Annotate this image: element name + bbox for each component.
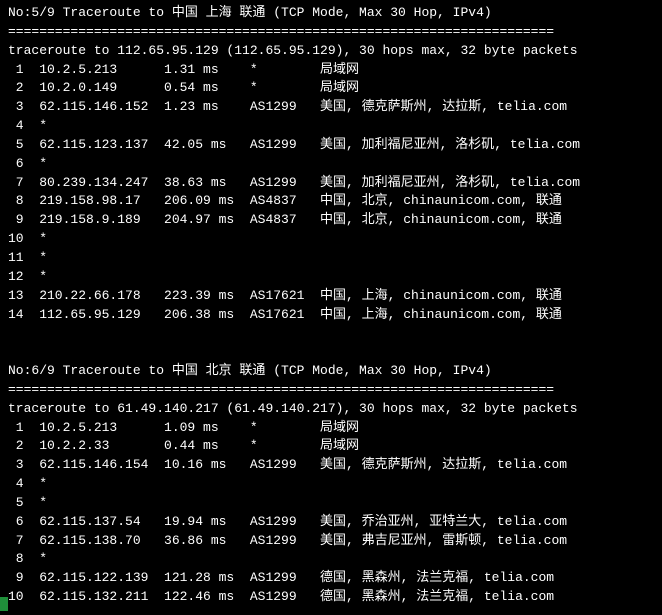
terminal-line: 12 * bbox=[8, 268, 654, 287]
terminal-line: 1 10.2.5.213 1.09 ms * 局域网 bbox=[8, 419, 654, 438]
terminal-cursor bbox=[0, 597, 8, 611]
terminal-line: 4 * bbox=[8, 117, 654, 136]
terminal-line: 6 62.115.137.54 19.94 ms AS1299 美国, 乔治亚州… bbox=[8, 513, 654, 532]
terminal-line: 10 62.115.132.211 122.46 ms AS1299 德国, 黑… bbox=[8, 588, 654, 607]
terminal-line: 8 219.158.98.17 206.09 ms AS4837 中国, 北京,… bbox=[8, 192, 654, 211]
terminal-line: 2 10.2.0.149 0.54 ms * 局域网 bbox=[8, 79, 654, 98]
terminal-line: 10 * bbox=[8, 230, 654, 249]
terminal-line: ========================================… bbox=[8, 23, 654, 42]
terminal-line: traceroute to 112.65.95.129 (112.65.95.1… bbox=[8, 42, 654, 61]
terminal-line: 7 80.239.134.247 38.63 ms AS1299 美国, 加利福… bbox=[8, 174, 654, 193]
terminal-line: traceroute to 61.49.140.217 (61.49.140.2… bbox=[8, 400, 654, 419]
terminal-line: 9 62.115.122.139 121.28 ms AS1299 德国, 黑森… bbox=[8, 569, 654, 588]
terminal-line bbox=[8, 343, 654, 362]
terminal-line: 6 * bbox=[8, 155, 654, 174]
terminal-output: No:5/9 Traceroute to 中国 上海 联通 (TCP Mode,… bbox=[0, 0, 662, 615]
terminal-line: ========================================… bbox=[8, 381, 654, 400]
terminal-line: 11 * bbox=[8, 249, 654, 268]
terminal-line bbox=[8, 324, 654, 343]
terminal-line: 4 * bbox=[8, 475, 654, 494]
terminal-line: 5 62.115.123.137 42.05 ms AS1299 美国, 加利福… bbox=[8, 136, 654, 155]
terminal-line: 9 219.158.9.189 204.97 ms AS4837 中国, 北京,… bbox=[8, 211, 654, 230]
terminal-line: 1 10.2.5.213 1.31 ms * 局域网 bbox=[8, 61, 654, 80]
terminal-line: No:5/9 Traceroute to 中国 上海 联通 (TCP Mode,… bbox=[8, 4, 654, 23]
terminal-line: 8 * bbox=[8, 550, 654, 569]
terminal-line: 3 62.115.146.154 10.16 ms AS1299 美国, 德克萨… bbox=[8, 456, 654, 475]
terminal-line: 7 62.115.138.70 36.86 ms AS1299 美国, 弗吉尼亚… bbox=[8, 532, 654, 551]
terminal-line: 5 * bbox=[8, 494, 654, 513]
terminal-line: No:6/9 Traceroute to 中国 北京 联通 (TCP Mode,… bbox=[8, 362, 654, 381]
terminal-line: 13 210.22.66.178 223.39 ms AS17621 中国, 上… bbox=[8, 287, 654, 306]
terminal-line: 14 112.65.95.129 206.38 ms AS17621 中国, 上… bbox=[8, 306, 654, 325]
terminal-line: 2 10.2.2.33 0.44 ms * 局域网 bbox=[8, 437, 654, 456]
terminal-line: 3 62.115.146.152 1.23 ms AS1299 美国, 德克萨斯… bbox=[8, 98, 654, 117]
